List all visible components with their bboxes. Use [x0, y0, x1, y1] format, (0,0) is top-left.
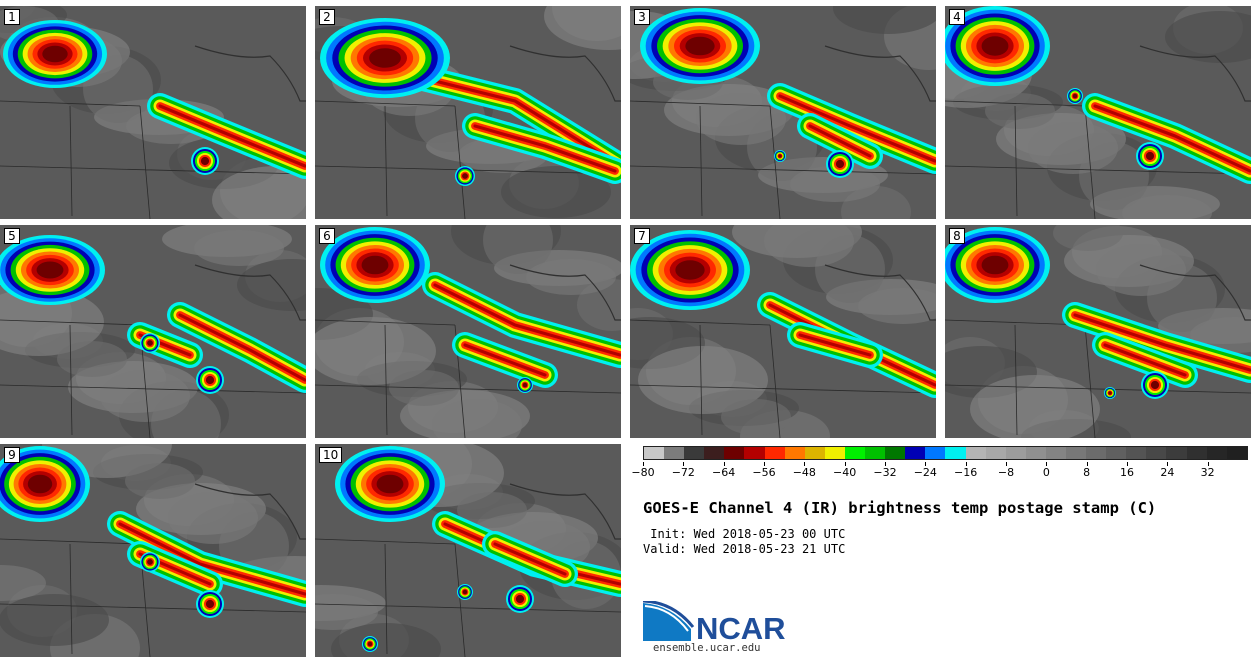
- colorbar-swatch: [1106, 447, 1127, 459]
- panel-number: 3: [634, 9, 650, 25]
- forecast-panel-3: 3: [630, 6, 936, 219]
- colorbar-swatch: [1025, 447, 1046, 459]
- forecast-panel-8: 8: [945, 225, 1251, 438]
- colorbar-swatch: [985, 447, 1006, 459]
- colorbar-swatch: [885, 447, 906, 459]
- ncar-logo: NCAR: [643, 601, 786, 643]
- init-time: Init: Wed 2018-05-23 00 UTC: [643, 527, 846, 541]
- colorbar-tick-label: −64: [712, 466, 736, 479]
- colorbar-tick: [1127, 462, 1128, 466]
- colorbar-tick-label: −8: [997, 466, 1015, 479]
- ir-map-image: [315, 225, 621, 438]
- colorbar-tick-label: −72: [671, 466, 695, 479]
- colorbar-tick: [1046, 462, 1048, 466]
- forecast-panel-2: 2: [315, 6, 621, 219]
- colorbar-tick: [965, 462, 967, 466]
- colorbar-tick-label: 8: [1083, 466, 1091, 479]
- product-title: GOES-E Channel 4 (IR) brightness temp po…: [643, 499, 1157, 517]
- colorbar-swatch: [1226, 447, 1247, 459]
- colorbar-swatch: [1005, 447, 1026, 459]
- colorbar-tick-label: 0: [1042, 466, 1050, 479]
- colorbar-swatch: [844, 447, 866, 459]
- colorbar-swatch: [804, 447, 825, 459]
- colorbar-swatch: [905, 447, 926, 459]
- colorbar-tick: [1086, 462, 1088, 466]
- colorbar-tick: [1167, 462, 1169, 466]
- panel-number: 8: [949, 228, 965, 244]
- forecast-panel-6: 6: [315, 225, 621, 438]
- panel-number: 5: [4, 228, 20, 244]
- website-url: ensemble.ucar.edu: [653, 642, 761, 654]
- colorbar-swatch: [824, 447, 845, 459]
- colorbar-swatch: [1186, 447, 1207, 459]
- panel-number: 6: [319, 228, 335, 244]
- colorbar-swatch: [664, 447, 685, 459]
- panel-number: 10: [319, 447, 343, 463]
- colorbar-tick-label: 16: [1120, 466, 1134, 479]
- panel-number: 9: [4, 447, 20, 463]
- colorbar-tick-label: −16: [954, 466, 978, 479]
- colorbar-tick-label: 24: [1160, 466, 1175, 479]
- colorbar-tick: [885, 462, 886, 466]
- panel-number: 1: [4, 9, 20, 25]
- colorbar-swatch: [704, 447, 725, 459]
- colorbar-swatch: [1206, 447, 1227, 459]
- colorbar-swatch: [945, 447, 966, 459]
- ir-map-image: [0, 444, 306, 657]
- colorbar-tick-label: −56: [752, 466, 776, 479]
- colorbar-swatch: [724, 447, 745, 459]
- colorbar-swatch: [925, 447, 946, 459]
- colorbar-swatch: [1166, 447, 1187, 459]
- colorbar-tick: [643, 462, 644, 466]
- ir-map-image: [0, 6, 306, 219]
- colorbar-tick-labels: −80 −72 −64 −56 −48 −40 −32 −24 −16 −8 0 8 16 24 32: [631, 462, 1248, 482]
- colorbar-tick: [844, 462, 846, 466]
- forecast-panel-7: 7: [630, 225, 936, 438]
- forecast-panel-4: 4: [945, 6, 1251, 219]
- colorbar-tick: [723, 462, 725, 466]
- colorbar-tick: [925, 462, 927, 466]
- valid-time: Valid: Wed 2018-05-23 21 UTC: [643, 542, 846, 556]
- ir-map-image: [630, 6, 936, 219]
- forecast-panel-1: 1: [0, 6, 306, 219]
- colorbar-swatch: [865, 447, 886, 459]
- colorbar-swatch: [784, 447, 805, 459]
- ir-map-image: [0, 225, 306, 438]
- colorbar-tick: [1006, 462, 1007, 466]
- colorbar-swatch: [1045, 447, 1066, 459]
- colorbar-swatch: [644, 447, 665, 459]
- colorbar-swatch: [965, 447, 986, 459]
- colorbar-tick: [1207, 462, 1209, 466]
- panel-number: 4: [949, 9, 965, 25]
- forecast-panel-9: 9: [0, 444, 306, 657]
- colorbar-tick: [764, 462, 765, 466]
- logo-text: NCAR: [696, 611, 786, 643]
- ir-map-image: [630, 225, 936, 438]
- colorbar-tick-label: −80: [631, 466, 655, 479]
- ir-map-image: [945, 6, 1251, 219]
- panel-number: 2: [319, 9, 335, 25]
- ir-map-image: [315, 6, 621, 219]
- ir-map-image: [315, 444, 621, 657]
- colorbar-tick: [804, 462, 806, 466]
- colorbar-swatch: [1086, 447, 1107, 459]
- colorbar-tick-label: 32: [1200, 466, 1215, 479]
- forecast-panel-5: 5: [0, 225, 306, 438]
- panel-number: 7: [634, 228, 650, 244]
- colorbar-tick-label: −32: [873, 466, 897, 479]
- colorbar-swatch: [1065, 447, 1087, 459]
- colorbar-tick-label: −48: [792, 466, 816, 479]
- forecast-panel-10: 10: [315, 444, 621, 657]
- colorbar-swatch: [1126, 447, 1147, 459]
- colorbar-tick: [683, 462, 685, 466]
- colorbar-swatch: [764, 447, 785, 459]
- colorbar-swatch: [744, 447, 765, 459]
- ir-map-image: [945, 225, 1251, 438]
- colorbar-swatch: [1146, 447, 1167, 459]
- temperature-colorbar: [643, 446, 1248, 460]
- colorbar-tick-label: −40: [833, 466, 857, 479]
- colorbar-tick-label: −24: [913, 466, 937, 479]
- colorbar-swatch: [684, 447, 705, 459]
